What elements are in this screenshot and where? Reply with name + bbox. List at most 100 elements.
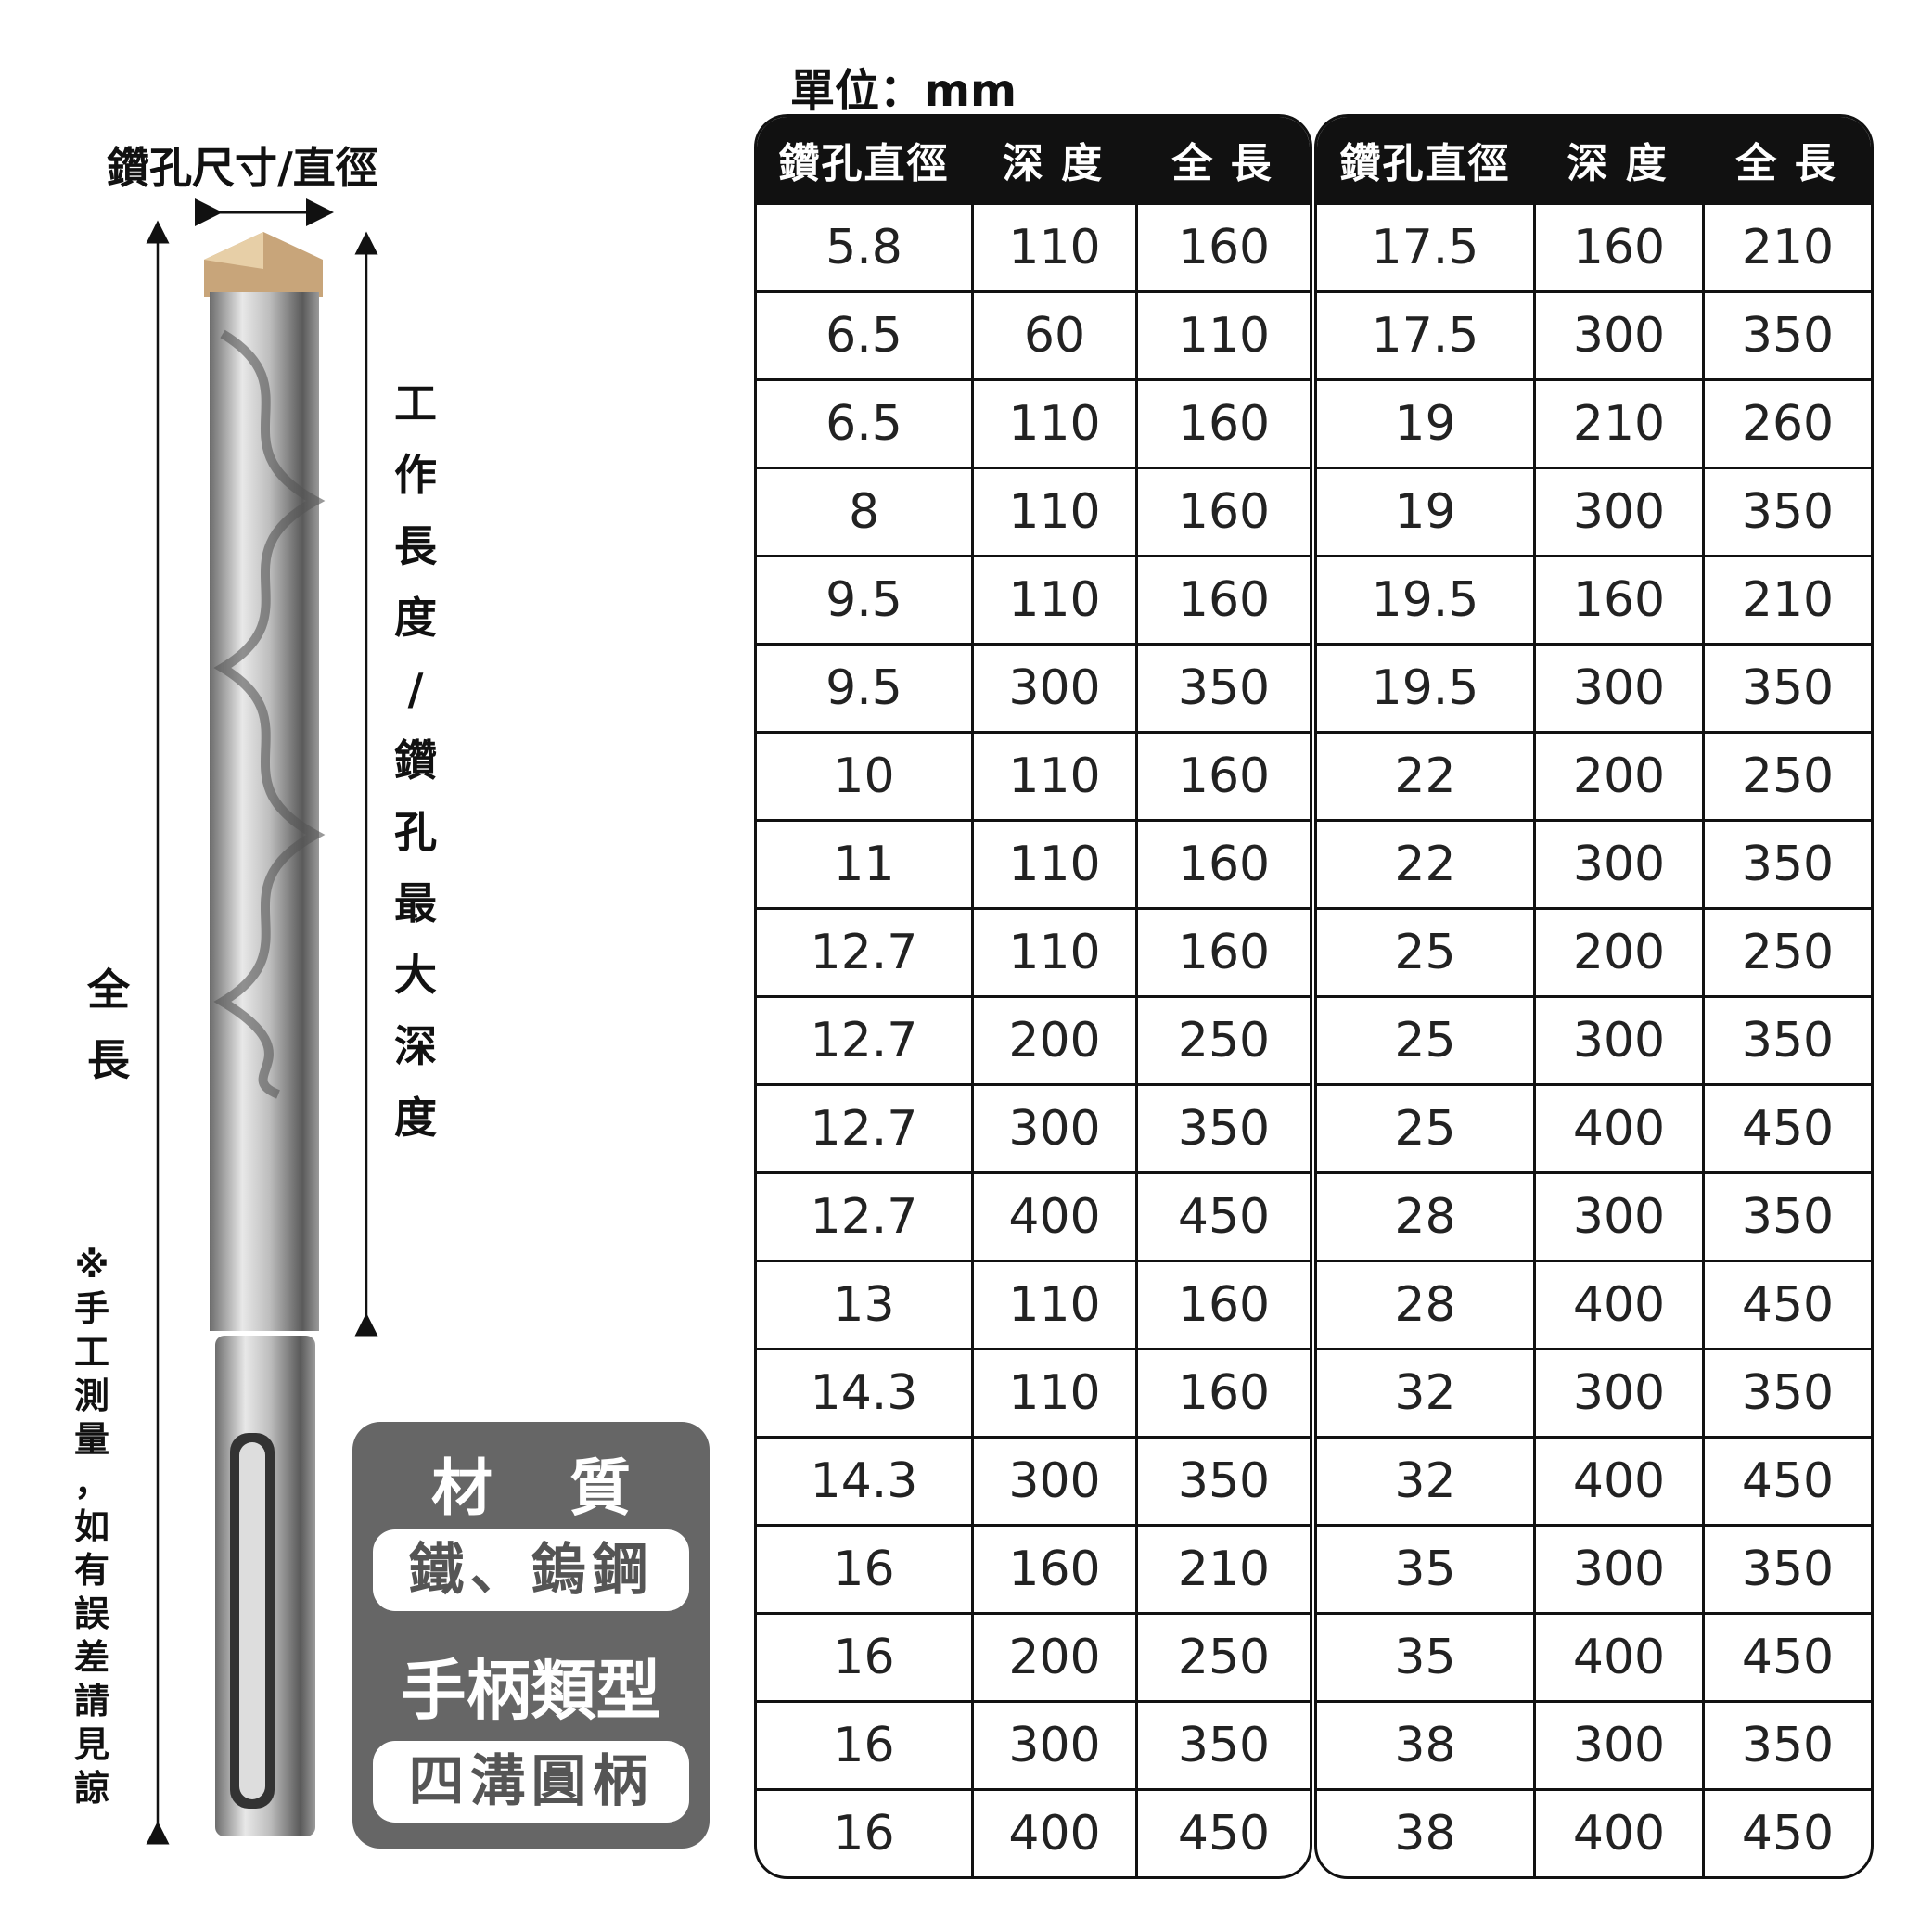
cell-diameter: 35 — [1317, 1612, 1533, 1700]
note-char: 測 — [74, 1375, 110, 1416]
cell-depth: 110 — [971, 467, 1135, 555]
note-char: 有 — [74, 1550, 110, 1591]
cell-diameter: 14.3 — [757, 1348, 971, 1436]
cell-length: 350 — [1702, 1171, 1871, 1260]
cell-depth: 110 — [971, 731, 1135, 819]
cell-length: 160 — [1135, 467, 1310, 555]
label-char: 作 — [394, 450, 437, 500]
cell-depth: 400 — [1533, 1436, 1702, 1524]
cell-depth: 200 — [971, 995, 1135, 1083]
working-length-label: 工作長度 / 鑽孔最大深度 — [394, 382, 437, 1139]
cell-diameter: 6.5 — [757, 378, 971, 467]
cell-depth: 200 — [971, 1612, 1135, 1700]
table-row: 35 400 450 — [1317, 1612, 1871, 1700]
table-row: 19.5 300 350 — [1317, 643, 1871, 731]
cell-length: 160 — [1135, 907, 1310, 995]
cell-length: 250 — [1702, 907, 1871, 995]
table-row: 12.7 400 450 — [757, 1171, 1310, 1260]
note-char: ， — [74, 1463, 110, 1503]
cell-diameter: 25 — [1317, 1083, 1533, 1171]
table-row: 25 400 450 — [1317, 1083, 1871, 1171]
cell-diameter: 32 — [1317, 1436, 1533, 1524]
cell-diameter: 5.8 — [757, 202, 971, 290]
table-row: 10 110 160 — [757, 731, 1310, 819]
cell-diameter: 38 — [1317, 1700, 1533, 1788]
header-length: 全 長 — [1135, 117, 1310, 202]
cell-depth: 300 — [1533, 819, 1702, 907]
label-char: 深 — [394, 1021, 437, 1071]
cell-depth: 110 — [971, 907, 1135, 995]
cell-length: 350 — [1702, 467, 1871, 555]
cell-depth: 160 — [1533, 202, 1702, 290]
cell-diameter: 14.3 — [757, 1436, 971, 1524]
shank-title: 手柄類型 — [401, 1653, 661, 1729]
cell-diameter: 9.5 — [757, 643, 971, 731]
table-row: 19 300 350 — [1317, 467, 1871, 555]
cell-depth: 400 — [1533, 1083, 1702, 1171]
cell-length: 450 — [1702, 1083, 1871, 1171]
table-row: 12.7 200 250 — [757, 995, 1310, 1083]
cell-diameter: 32 — [1317, 1348, 1533, 1436]
label-char: 度 — [394, 593, 437, 643]
cell-diameter: 19 — [1317, 467, 1533, 555]
cell-depth: 300 — [1533, 1524, 1702, 1612]
cell-depth: 300 — [1533, 995, 1702, 1083]
cell-length: 160 — [1135, 202, 1310, 290]
cell-length: 250 — [1135, 995, 1310, 1083]
note-char: 如 — [74, 1506, 110, 1547]
cell-depth: 400 — [971, 1171, 1135, 1260]
cell-depth: 300 — [1533, 1348, 1702, 1436]
cell-diameter: 25 — [1317, 907, 1533, 995]
cell-diameter: 22 — [1317, 731, 1533, 819]
cell-diameter: 17.5 — [1317, 202, 1533, 290]
table-row: 28 300 350 — [1317, 1171, 1871, 1260]
cell-depth: 400 — [1533, 1788, 1702, 1876]
cell-depth: 210 — [1533, 378, 1702, 467]
cell-diameter: 9.5 — [757, 555, 971, 643]
cell-diameter: 10 — [757, 731, 971, 819]
cell-length: 350 — [1702, 995, 1871, 1083]
cell-length: 260 — [1702, 378, 1871, 467]
cell-length: 350 — [1702, 819, 1871, 907]
cell-depth: 200 — [1533, 907, 1702, 995]
material-box: 材 質 鐵、鎢鋼 手柄類型 四溝圓柄 — [352, 1422, 710, 1849]
cell-length: 350 — [1702, 1524, 1871, 1612]
cell-depth: 400 — [1533, 1612, 1702, 1700]
table-row: 14.3 300 350 — [757, 1436, 1310, 1524]
label-char: 最 — [394, 878, 437, 928]
cell-depth: 300 — [1533, 290, 1702, 378]
cell-length: 450 — [1702, 1612, 1871, 1700]
table-row: 6.5 60 110 — [757, 290, 1310, 378]
cell-diameter: 6.5 — [757, 290, 971, 378]
cell-length: 350 — [1135, 1436, 1310, 1524]
cell-depth: 110 — [971, 378, 1135, 467]
cell-length: 250 — [1702, 731, 1871, 819]
cell-diameter: 12.7 — [757, 995, 971, 1083]
table-row: 35 300 350 — [1317, 1524, 1871, 1612]
table-row: 32 300 350 — [1317, 1348, 1871, 1436]
cell-depth: 160 — [1533, 555, 1702, 643]
cell-diameter: 22 — [1317, 819, 1533, 907]
note-char: 見 — [74, 1724, 110, 1765]
label-char: 孔 — [394, 807, 437, 857]
cell-diameter: 16 — [757, 1612, 971, 1700]
cell-diameter: 25 — [1317, 995, 1533, 1083]
cell-depth: 110 — [971, 1260, 1135, 1348]
material-value: 鐵、鎢鋼 — [373, 1529, 689, 1611]
cell-depth: 200 — [1533, 731, 1702, 819]
cell-length: 160 — [1135, 819, 1310, 907]
cell-length: 160 — [1135, 1348, 1310, 1436]
table-row: 6.5 110 160 — [757, 378, 1310, 467]
note-char: 誤 — [74, 1593, 110, 1634]
cell-length: 450 — [1702, 1260, 1871, 1348]
label-char: 長 — [87, 1035, 130, 1085]
cell-diameter: 8 — [757, 467, 971, 555]
table-row: 5.8 110 160 — [757, 202, 1310, 290]
cell-diameter: 38 — [1317, 1788, 1533, 1876]
cell-length: 160 — [1135, 378, 1310, 467]
table-row: 28 400 450 — [1317, 1260, 1871, 1348]
cell-length: 450 — [1135, 1171, 1310, 1260]
note-char: 量 — [74, 1419, 110, 1460]
label-char: 長 — [394, 521, 437, 571]
label-char: 鑽 — [394, 736, 437, 786]
